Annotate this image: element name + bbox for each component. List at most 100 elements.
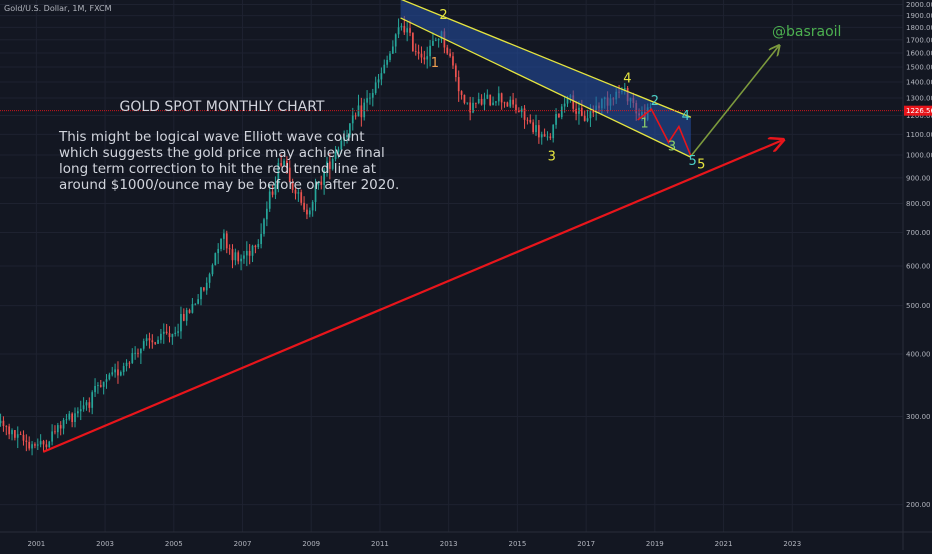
candle bbox=[265, 201, 268, 227]
y-tick-label: 600.00 bbox=[906, 262, 931, 270]
candle bbox=[288, 160, 291, 183]
candle bbox=[317, 180, 320, 190]
candle bbox=[583, 110, 586, 122]
candle bbox=[102, 381, 105, 395]
chart-title-note: GOLD SPOT MONTHLY CHART bbox=[120, 99, 325, 115]
candle bbox=[34, 442, 36, 449]
candle bbox=[85, 399, 88, 411]
candle bbox=[125, 359, 128, 372]
candle bbox=[360, 97, 363, 127]
candle bbox=[297, 188, 300, 202]
candle bbox=[457, 70, 460, 102]
candle bbox=[240, 254, 242, 271]
candle bbox=[68, 410, 71, 421]
candle bbox=[400, 23, 403, 31]
candle bbox=[16, 426, 19, 449]
candle bbox=[223, 229, 225, 251]
y-tick-label: 2000.00 bbox=[906, 1, 932, 9]
candle bbox=[19, 431, 22, 436]
candle bbox=[406, 22, 409, 42]
candle bbox=[446, 44, 449, 55]
candle bbox=[543, 128, 546, 137]
candle bbox=[251, 244, 254, 263]
candle bbox=[56, 422, 59, 439]
candle bbox=[426, 46, 429, 69]
candle bbox=[294, 187, 297, 200]
candle bbox=[182, 308, 185, 322]
candle bbox=[142, 338, 145, 351]
candle bbox=[114, 363, 116, 378]
candle bbox=[131, 348, 134, 364]
candle bbox=[397, 18, 400, 39]
note-line-2: which suggests the gold price may achiev… bbox=[59, 145, 385, 161]
y-tick-label: 1700.00 bbox=[906, 36, 932, 44]
candle bbox=[469, 96, 472, 121]
candle bbox=[354, 112, 357, 120]
candle bbox=[389, 50, 391, 63]
candle bbox=[303, 196, 305, 213]
y-tick-label: 1600.00 bbox=[906, 49, 932, 57]
candle bbox=[320, 175, 323, 190]
wave-label: 5 bbox=[697, 157, 705, 172]
candle bbox=[558, 113, 560, 119]
candle bbox=[549, 133, 552, 141]
candle bbox=[134, 346, 137, 360]
current-price-tag bbox=[904, 105, 932, 116]
candle bbox=[515, 98, 517, 114]
candle bbox=[363, 98, 366, 121]
x-tick-label: 2015 bbox=[508, 540, 526, 548]
candle bbox=[432, 32, 434, 46]
candle bbox=[11, 428, 13, 441]
candle bbox=[128, 361, 131, 369]
x-tick-label: 2001 bbox=[27, 540, 45, 548]
candle bbox=[535, 114, 537, 136]
candle bbox=[140, 348, 142, 364]
y-tick-label: 1400.00 bbox=[906, 78, 932, 86]
candle bbox=[483, 92, 486, 111]
candle bbox=[231, 244, 234, 269]
candle bbox=[263, 217, 265, 237]
candle bbox=[25, 434, 28, 452]
candle bbox=[14, 430, 16, 441]
y-tick-label: 400.00 bbox=[906, 351, 931, 359]
candle bbox=[466, 102, 469, 105]
candle bbox=[171, 333, 174, 345]
candle bbox=[300, 189, 303, 206]
candle bbox=[157, 336, 159, 344]
candle bbox=[28, 436, 31, 451]
wave-label: 4 bbox=[623, 72, 631, 87]
candle bbox=[529, 114, 532, 124]
y-tick-label: 900.00 bbox=[906, 174, 931, 182]
candle bbox=[394, 33, 397, 53]
candle bbox=[434, 37, 437, 42]
x-tick-label: 2007 bbox=[234, 540, 252, 548]
candle bbox=[489, 94, 492, 107]
candle bbox=[380, 67, 383, 86]
candle bbox=[97, 382, 99, 394]
note-line-1: This might be logical wave Elliott wave … bbox=[58, 129, 365, 145]
candle bbox=[586, 109, 589, 123]
candle bbox=[225, 230, 228, 254]
candle bbox=[177, 323, 179, 337]
candle bbox=[366, 90, 368, 112]
candle bbox=[145, 334, 148, 346]
x-tick-label: 2023 bbox=[783, 540, 801, 548]
candle bbox=[454, 63, 457, 82]
y-tick-label: 300.00 bbox=[906, 413, 931, 421]
candle bbox=[351, 107, 354, 131]
projection-arrow bbox=[690, 46, 779, 157]
candle bbox=[563, 96, 566, 113]
candle bbox=[154, 341, 157, 346]
candle bbox=[449, 48, 451, 58]
author-handle: @basraoil bbox=[772, 24, 841, 40]
candle bbox=[105, 374, 108, 389]
candle bbox=[234, 248, 237, 266]
candle bbox=[197, 294, 199, 305]
candle bbox=[538, 120, 540, 144]
candle bbox=[383, 59, 386, 74]
wave-label: 2 bbox=[651, 94, 659, 109]
candle bbox=[151, 334, 154, 349]
